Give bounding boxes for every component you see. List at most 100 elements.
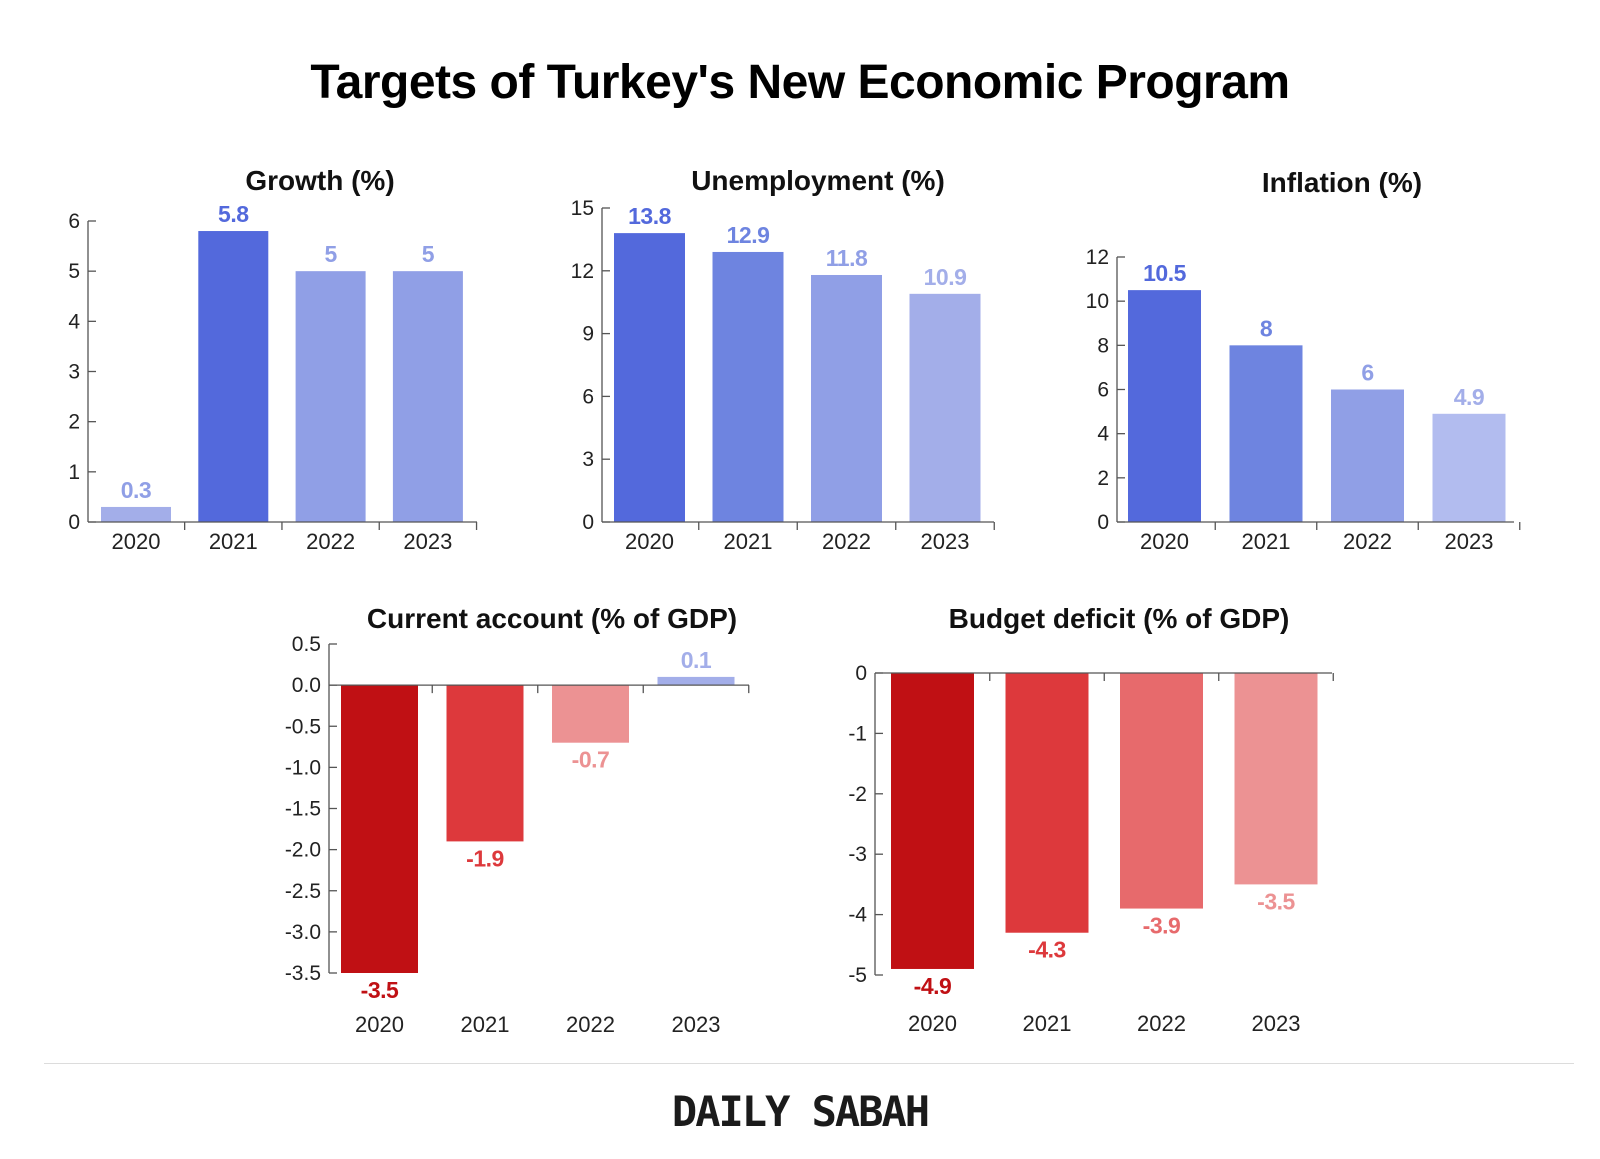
y-tick-label: 2 bbox=[1097, 467, 1109, 490]
y-tick-label: -1 bbox=[848, 722, 867, 745]
y-tick-label: -5 bbox=[848, 964, 867, 987]
footer-divider bbox=[44, 1063, 1574, 1064]
x-tick-label: 2021 bbox=[1242, 529, 1291, 554]
x-tick-label: 2023 bbox=[403, 529, 452, 554]
bar-2020 bbox=[341, 685, 418, 973]
data-label: -3.9 bbox=[1143, 913, 1181, 939]
y-tick-label: 0.0 bbox=[292, 674, 321, 697]
chart-1: Growth (%) 0 1 2 3 4 5 6 0.3 5.8 5 5 2020 2021 2022 202… bbox=[68, 165, 477, 554]
brand-logo: DAILY SABAH bbox=[0, 1087, 1600, 1136]
y-tick-label: 4 bbox=[68, 310, 80, 333]
x-tick-label: 2021 bbox=[461, 1012, 510, 1037]
chart-title: Growth (%) bbox=[245, 165, 394, 196]
y-tick-label: 3 bbox=[582, 448, 594, 471]
y-tick-label: -2.5 bbox=[285, 880, 321, 903]
y-tick-label: -2.0 bbox=[285, 839, 321, 862]
bar-2020 bbox=[614, 233, 685, 522]
bar-2022 bbox=[296, 271, 366, 522]
data-label: 13.8 bbox=[628, 203, 671, 229]
data-label: 12.9 bbox=[727, 222, 770, 248]
data-label: 0.3 bbox=[121, 477, 151, 503]
y-tick-label: 6 bbox=[1097, 379, 1109, 402]
bar-2023 bbox=[1235, 673, 1318, 884]
y-tick-label: -1.0 bbox=[285, 756, 321, 779]
y-tick-label: 0 bbox=[1097, 511, 1109, 534]
chart-title: Budget deficit (% of GDP) bbox=[949, 603, 1290, 634]
x-tick-label: 2020 bbox=[1140, 529, 1189, 554]
chart-5: Budget deficit (% of GDP) 0 -1 -2 -3 -4 -5 -4.9… bbox=[848, 603, 1333, 1036]
data-label: -3.5 bbox=[361, 977, 399, 1003]
chart-3: Inflation (%) 0 2 4 6 8 10 12 10.5 8 6 4.9 2020 2021 2… bbox=[1086, 167, 1520, 554]
y-tick-label: 12 bbox=[1086, 246, 1109, 269]
bar-2023 bbox=[910, 294, 981, 522]
y-tick-label: 10 bbox=[1086, 290, 1109, 313]
data-label: 10.5 bbox=[1143, 260, 1186, 286]
y-tick-label: 6 bbox=[582, 385, 594, 408]
bar-2021 bbox=[198, 231, 268, 522]
chart-title: Unemployment (%) bbox=[691, 165, 945, 196]
x-tick-label: 2020 bbox=[355, 1012, 404, 1037]
x-tick-label: 2023 bbox=[1445, 529, 1494, 554]
x-tick-label: 2023 bbox=[672, 1012, 721, 1037]
data-label: 0.1 bbox=[681, 647, 712, 673]
x-tick-label: 2022 bbox=[306, 529, 355, 554]
y-tick-label: 12 bbox=[571, 260, 594, 283]
x-tick-label: 2022 bbox=[1343, 529, 1392, 554]
x-tick-label: 2020 bbox=[112, 529, 161, 554]
x-tick-label: 2023 bbox=[1252, 1011, 1301, 1036]
chart-title: Current account (% of GDP) bbox=[367, 603, 737, 634]
bar-2022 bbox=[1120, 673, 1203, 909]
data-label: -0.7 bbox=[572, 747, 610, 773]
y-tick-label: 2 bbox=[68, 411, 80, 434]
x-tick-label: 2022 bbox=[822, 529, 871, 554]
data-label: -4.9 bbox=[914, 973, 952, 999]
y-tick-label: 9 bbox=[582, 323, 594, 346]
bar-2020 bbox=[1128, 290, 1201, 522]
bar-2023 bbox=[1433, 414, 1506, 522]
data-label: 4.9 bbox=[1454, 384, 1484, 410]
data-label: 6 bbox=[1361, 360, 1373, 386]
y-tick-label: 8 bbox=[1097, 334, 1109, 357]
data-label: 5.8 bbox=[218, 201, 249, 227]
y-tick-label: 6 bbox=[68, 210, 80, 233]
x-tick-label: 2023 bbox=[921, 529, 970, 554]
bar-2020 bbox=[891, 673, 974, 969]
y-tick-label: 4 bbox=[1097, 423, 1109, 446]
bar-2023 bbox=[393, 271, 463, 522]
x-tick-label: 2021 bbox=[724, 529, 773, 554]
data-label: 5 bbox=[422, 241, 435, 267]
bar-2021 bbox=[447, 685, 524, 841]
y-tick-label: 5 bbox=[68, 260, 80, 283]
y-tick-label: 3 bbox=[68, 361, 80, 384]
y-tick-label: -3 bbox=[848, 843, 867, 866]
data-label: 11.8 bbox=[826, 245, 868, 271]
data-label: -3.5 bbox=[1257, 888, 1295, 914]
y-tick-label: -2 bbox=[848, 783, 867, 806]
y-tick-label: 0.5 bbox=[292, 633, 321, 656]
y-tick-label: -3.0 bbox=[285, 921, 321, 944]
data-label: 10.9 bbox=[924, 264, 967, 290]
data-label: -1.9 bbox=[466, 845, 504, 871]
x-tick-label: 2020 bbox=[908, 1011, 957, 1036]
bar-2021 bbox=[1006, 673, 1089, 933]
data-label: 5 bbox=[324, 241, 337, 267]
bar-2022 bbox=[552, 685, 629, 743]
y-tick-label: -0.5 bbox=[285, 715, 321, 738]
x-tick-label: 2021 bbox=[209, 529, 258, 554]
bar-2023 bbox=[658, 677, 735, 685]
y-tick-label: 0 bbox=[582, 511, 594, 534]
bar-2021 bbox=[1230, 345, 1303, 522]
y-tick-label: -3.5 bbox=[285, 962, 321, 985]
y-tick-label: -4 bbox=[848, 904, 867, 927]
chart-4: Current account (% of GDP) 0.5 0.0 -0.5 -1.0… bbox=[285, 603, 749, 1037]
data-label: 8 bbox=[1260, 315, 1273, 341]
chart-title: Inflation (%) bbox=[1262, 167, 1422, 198]
y-tick-label: 15 bbox=[571, 197, 594, 220]
y-tick-label: 1 bbox=[68, 461, 80, 484]
x-tick-label: 2022 bbox=[566, 1012, 615, 1037]
bar-2022 bbox=[811, 275, 882, 522]
bar-2022 bbox=[1331, 390, 1404, 523]
x-tick-label: 2022 bbox=[1137, 1011, 1186, 1036]
x-tick-label: 2020 bbox=[625, 529, 674, 554]
